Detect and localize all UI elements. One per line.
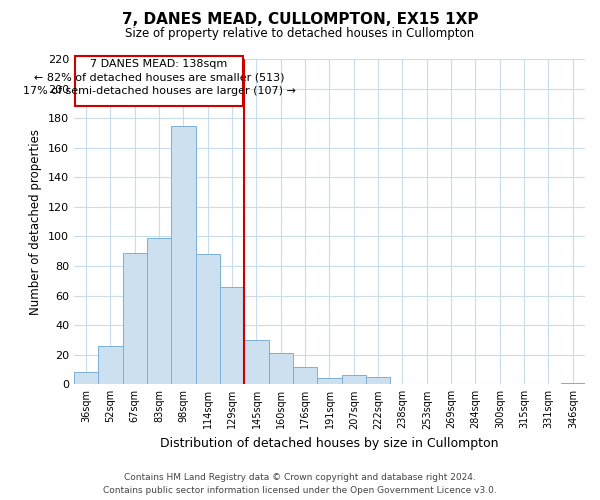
Bar (269, 354, 293, 384)
Y-axis label: Number of detached properties: Number of detached properties (29, 128, 42, 314)
Bar (196, 254, 220, 384)
Text: ← 82% of detached houses are smaller (513): ← 82% of detached houses are smaller (51… (34, 72, 284, 83)
Bar (560, 383, 585, 384)
Bar (293, 366, 317, 384)
Text: Contains HM Land Registry data © Crown copyright and database right 2024.
Contai: Contains HM Land Registry data © Crown c… (103, 474, 497, 495)
FancyBboxPatch shape (75, 56, 243, 106)
Bar (147, 238, 171, 384)
Bar (122, 252, 147, 384)
Bar (341, 376, 366, 384)
Text: 7, DANES MEAD, CULLOMPTON, EX15 1XP: 7, DANES MEAD, CULLOMPTON, EX15 1XP (122, 12, 478, 28)
Text: 17% of semi-detached houses are larger (107) →: 17% of semi-detached houses are larger (… (23, 86, 296, 96)
Bar (366, 377, 391, 384)
X-axis label: Distribution of detached houses by size in Cullompton: Distribution of detached houses by size … (160, 437, 499, 450)
Text: 7 DANES MEAD: 138sqm: 7 DANES MEAD: 138sqm (91, 59, 228, 69)
Bar (98, 346, 122, 385)
Text: Size of property relative to detached houses in Cullompton: Size of property relative to detached ho… (125, 28, 475, 40)
Bar (317, 378, 341, 384)
Bar (244, 340, 269, 384)
Bar (74, 372, 98, 384)
Bar (171, 126, 196, 384)
Bar (220, 286, 244, 384)
